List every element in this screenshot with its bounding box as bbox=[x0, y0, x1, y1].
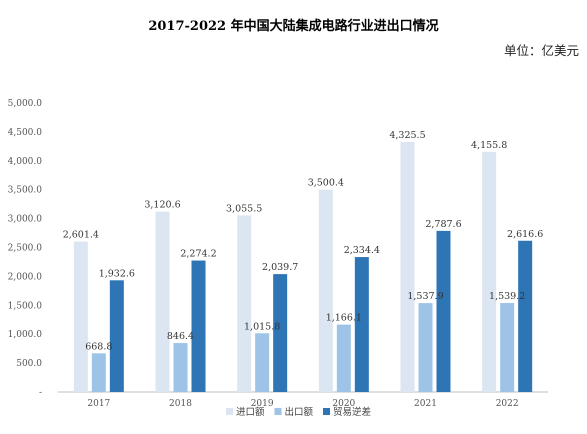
bar bbox=[109, 280, 124, 392]
x-tick-label: 2019 bbox=[251, 399, 274, 409]
data-label: 2,334.4 bbox=[344, 245, 380, 256]
x-axis: 2017 2018 2019 2020 2021 2022 bbox=[58, 391, 548, 409]
bar bbox=[191, 260, 206, 392]
y-tick-label: 1,000.0 bbox=[8, 330, 43, 340]
data-label: 2,787.6 bbox=[425, 219, 461, 230]
data-label: 1,537.9 bbox=[407, 291, 443, 302]
bar bbox=[173, 343, 188, 392]
bar bbox=[354, 257, 369, 392]
bar bbox=[418, 303, 433, 392]
x-tick-label: 2022 bbox=[496, 399, 519, 409]
bar bbox=[91, 353, 106, 392]
legend-label: 出口额 bbox=[285, 406, 314, 418]
bar bbox=[73, 241, 88, 392]
data-label: 2,274.2 bbox=[180, 249, 216, 260]
bar bbox=[155, 211, 170, 392]
data-label: 2,616.6 bbox=[507, 229, 543, 240]
data-label: 2,601.4 bbox=[63, 230, 99, 241]
y-tick-label: 4,000.0 bbox=[8, 157, 43, 167]
value-labels: 2,601.4 668.8 1,932.6 3,120.6 846.4 2,274.2 3,… bbox=[63, 130, 544, 352]
data-label: 668.8 bbox=[85, 341, 112, 352]
data-label: 4,155.8 bbox=[471, 140, 507, 151]
legend: 进口额 出口额 贸易逆差 bbox=[226, 406, 371, 418]
data-label: 4,325.5 bbox=[389, 130, 425, 141]
data-label: 1,539.2 bbox=[489, 291, 525, 302]
data-label: 3,120.6 bbox=[144, 200, 180, 211]
legend-label: 进口额 bbox=[236, 406, 265, 418]
x-tick-label: 2021 bbox=[414, 399, 437, 409]
x-tick-label: 2020 bbox=[332, 399, 355, 409]
y-tick-label: 2,500.0 bbox=[8, 244, 43, 254]
bar bbox=[336, 324, 351, 392]
y-tick-label: 1,500.0 bbox=[8, 301, 43, 311]
data-label: 2,039.7 bbox=[262, 262, 298, 273]
legend-swatch bbox=[226, 408, 233, 415]
bar bbox=[400, 141, 415, 392]
y-axis: - 500.0 1,000.0 1,500.0 2,000.0 2,500.0 3,000.… bbox=[8, 99, 43, 398]
y-tick-label: 3,000.0 bbox=[8, 215, 43, 225]
bar bbox=[273, 274, 288, 392]
legend-label: 贸易逆差 bbox=[333, 406, 371, 418]
data-label: 1,015.8 bbox=[244, 321, 280, 332]
bar bbox=[518, 240, 533, 392]
y-tick-label: 5,000.0 bbox=[8, 99, 43, 109]
y-tick-label: 500.0 bbox=[16, 359, 42, 369]
bar bbox=[237, 215, 252, 392]
data-label: 3,055.5 bbox=[226, 203, 262, 214]
bar bbox=[255, 333, 270, 392]
y-tick-label: - bbox=[39, 388, 42, 398]
bars bbox=[73, 141, 533, 392]
legend-swatch bbox=[274, 408, 282, 415]
bar bbox=[500, 303, 515, 392]
bar bbox=[436, 230, 451, 392]
x-tick-label: 2017 bbox=[87, 399, 110, 409]
x-tick-label: 2018 bbox=[169, 399, 192, 409]
bar bbox=[482, 151, 497, 392]
unit-label: 单位：亿美元 bbox=[503, 43, 579, 58]
bar bbox=[318, 189, 333, 392]
y-tick-label: 3,500.0 bbox=[8, 186, 43, 196]
chart-title: 2017-2022 年中国大陆集成电路行业进出口情况 bbox=[148, 19, 439, 34]
legend-swatch bbox=[323, 408, 330, 415]
data-label: 3,500.4 bbox=[308, 178, 344, 189]
data-label: 1,932.6 bbox=[99, 268, 135, 279]
data-label: 846.4 bbox=[167, 331, 194, 342]
y-tick-label: 2,000.0 bbox=[8, 272, 43, 282]
y-tick-label: 4,500.0 bbox=[8, 128, 43, 138]
data-label: 1,166.1 bbox=[326, 313, 362, 324]
